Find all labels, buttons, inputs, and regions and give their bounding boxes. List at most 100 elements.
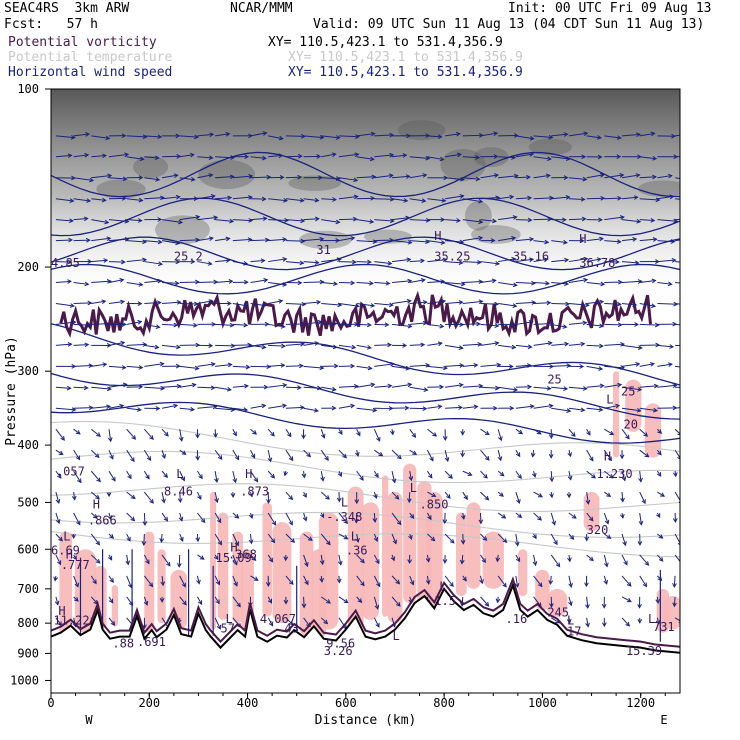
wind-vector [550,617,560,624]
wind-vector-head [289,580,294,585]
wind-vector-head [138,365,144,370]
wind-vector [179,302,198,305]
wind-vector-head [94,453,100,459]
wind-vector [639,219,655,221]
wind-vector [657,175,672,179]
wind-vector-head [508,364,514,369]
wind-vector-head [689,324,693,328]
wind-vector-head [370,195,376,201]
wind-vector [250,428,257,435]
stratosphere-blob [288,175,342,191]
wind-vector [356,596,362,603]
wind-vector-head [313,408,319,413]
wind-vector [143,596,148,606]
wind-vector [621,386,642,391]
wind-vector [533,405,553,409]
wind-vector [498,302,517,307]
wind-vector [232,302,248,307]
wind-vector-head [130,457,135,463]
wind-vector [108,365,126,369]
wind-vector-head [529,236,535,242]
wind-vector [303,342,319,346]
wind-vector [197,174,213,179]
wind-vector [551,133,568,137]
extremum-label: H [245,467,252,481]
wind-vector-head [370,382,376,388]
wind-vector [480,449,490,461]
wind-vector-head [191,382,197,388]
wind-vector-head [270,473,275,479]
wind-vector [55,533,63,542]
wind-vector-head [656,471,662,477]
wind-vector-head [263,384,269,390]
wind-vector [55,596,59,605]
extremum-label: H [66,548,73,562]
wind-vector [91,280,111,284]
wind-vector-head [565,195,571,200]
wind-vector [338,385,358,388]
wind-vector [373,533,378,542]
wind-vector-head [331,405,337,411]
wind-vector [215,259,230,263]
wind-vector-head [353,384,359,389]
wind-vector-head [244,154,250,160]
wind-vector [427,491,436,497]
wind-vector-head [107,515,113,521]
wind-vector-head [176,383,182,389]
wind-vector [480,342,499,346]
wind-vector [179,512,183,521]
y-tick-label: 800 [17,616,39,630]
wind-vector-head [609,430,615,436]
wind-vector [515,135,534,140]
wind-vector-head [579,364,585,369]
wind-vector [73,407,93,409]
wind-vector-head [314,341,320,346]
wind-vector-head [126,536,131,542]
wind-vector-head [427,473,433,479]
wind-vector-head [229,322,235,328]
wind-vector [586,470,596,479]
wind-vector-head [232,431,237,437]
wind-vector-head [407,323,413,329]
wind-vector-head [283,197,289,203]
wind-vector-head [496,362,502,368]
wind-vector [621,261,639,264]
wind-vector-head [651,174,657,180]
wind-vector [179,323,197,326]
wind-vector-head [478,235,484,241]
wind-vector [409,386,428,391]
wind-vector-head [332,321,338,327]
extremum-label: L [410,481,417,495]
wind-vector [197,216,218,221]
wind-vector-head [142,257,148,263]
wind-vector-head [371,174,377,180]
extremum-label: 17 [567,625,581,639]
wind-vector-head [157,239,163,245]
wind-vector-head [137,301,143,306]
theta-contour [51,511,680,538]
wind-vector-head [160,581,166,587]
wind-vector-head [230,155,236,160]
wind-vector-head [300,238,306,244]
wind-vector-head [355,537,360,543]
wind-vector-head [425,362,431,368]
wind-vector [586,554,594,561]
wind-vector [268,364,285,367]
wind-vector [73,365,93,367]
wind-vector [285,533,295,543]
wind-vector [73,428,81,435]
cloud-shading [546,588,568,617]
wind-vector-head [227,362,233,368]
wind-vector [568,302,589,306]
wind-vector [197,281,218,284]
wind-vector [179,281,199,284]
wind-vector [321,323,337,325]
x-end-label-east: E [660,713,667,727]
wind-vector [338,177,358,181]
wind-vector-head [190,176,196,182]
wind-vector [409,174,427,179]
wind-vector [515,428,523,435]
wind-vector [586,282,605,285]
wind-vector-head [314,260,320,265]
wind-vector [268,154,283,158]
